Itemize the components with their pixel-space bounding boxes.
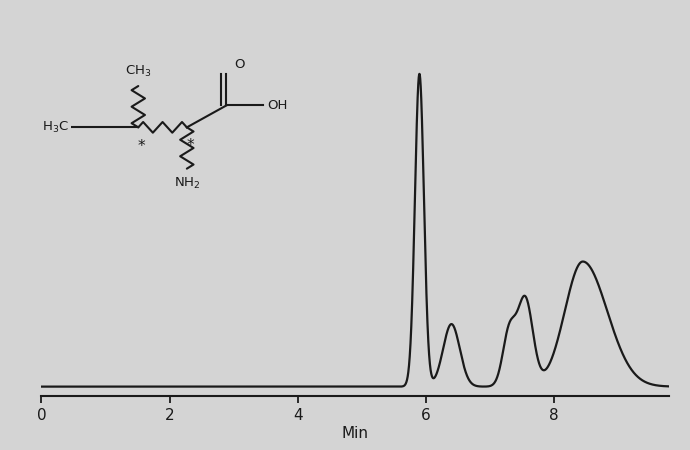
Text: *: * [186, 138, 194, 153]
Text: *: * [137, 140, 145, 154]
Text: H$_3$C: H$_3$C [42, 120, 69, 135]
X-axis label: Min: Min [342, 426, 369, 441]
Text: CH$_3$: CH$_3$ [125, 63, 152, 79]
Text: O: O [234, 58, 244, 72]
Text: OH: OH [267, 99, 288, 112]
Text: NH$_2$: NH$_2$ [174, 176, 200, 191]
